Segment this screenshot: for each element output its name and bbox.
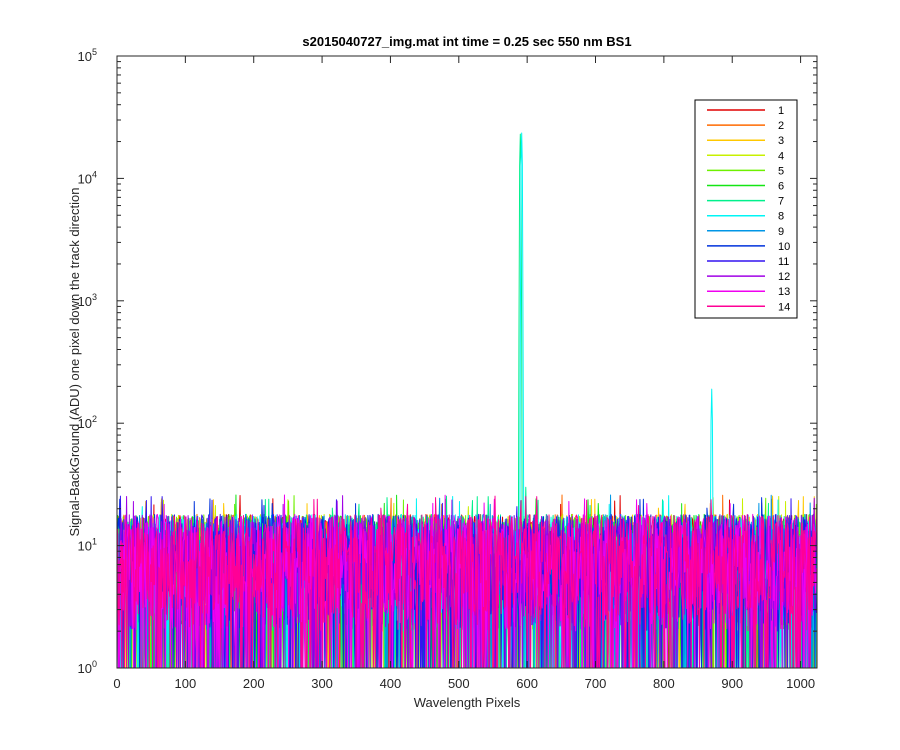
- x-tick-label: 900: [721, 676, 743, 691]
- legend-label-1: 1: [778, 105, 784, 117]
- y-tick-label: 101: [78, 537, 97, 554]
- legend-label-2: 2: [778, 120, 784, 132]
- series-line-14: [116, 495, 818, 669]
- legend-label-11: 11: [778, 256, 789, 268]
- chart-title: s2015040727_img.mat int time = 0.25 sec …: [302, 34, 631, 49]
- series-layer: [116, 132, 818, 669]
- x-tick-label: 800: [653, 676, 675, 691]
- y-axis-label: Signal-BackGround (ADU) one pixel down t…: [67, 187, 82, 536]
- x-axis-ticks: 0 100 200 300 400 500 600 700 800 900 1000: [113, 56, 815, 691]
- x-tick-label: 500: [448, 676, 470, 691]
- legend-label-13: 13: [778, 286, 790, 298]
- x-axis-label: Wavelength Pixels: [414, 695, 521, 710]
- legend-label-10: 10: [778, 241, 790, 253]
- x-tick-label: 600: [516, 676, 538, 691]
- legend-label-14: 14: [778, 301, 790, 313]
- legend-box: [694, 99, 798, 319]
- y-tick-label: 102: [78, 414, 97, 431]
- y-tick-label: 104: [78, 169, 97, 186]
- legend-label-12: 12: [778, 271, 790, 283]
- x-tick-label: 200: [243, 676, 265, 691]
- y-tick-label: 105: [78, 47, 97, 64]
- legend-label-6: 6: [778, 181, 784, 193]
- y-tick-label: 100: [78, 659, 97, 676]
- legend-label-9: 9: [778, 226, 784, 238]
- legend-label-7: 7: [778, 196, 784, 208]
- x-tick-label: 0: [113, 676, 120, 691]
- x-tick-label: 300: [311, 676, 333, 691]
- legend-label-5: 5: [778, 165, 784, 177]
- legend-label-8: 8: [778, 211, 784, 223]
- legend-label-4: 4: [778, 150, 784, 162]
- x-tick-label: 400: [380, 676, 402, 691]
- axes-box: [116, 55, 818, 669]
- x-tick-label: 100: [175, 676, 197, 691]
- x-tick-label: 700: [585, 676, 607, 691]
- legend-label-3: 3: [778, 135, 784, 147]
- y-tick-label: 103: [78, 292, 97, 309]
- x-tick-label: 1000: [786, 676, 815, 691]
